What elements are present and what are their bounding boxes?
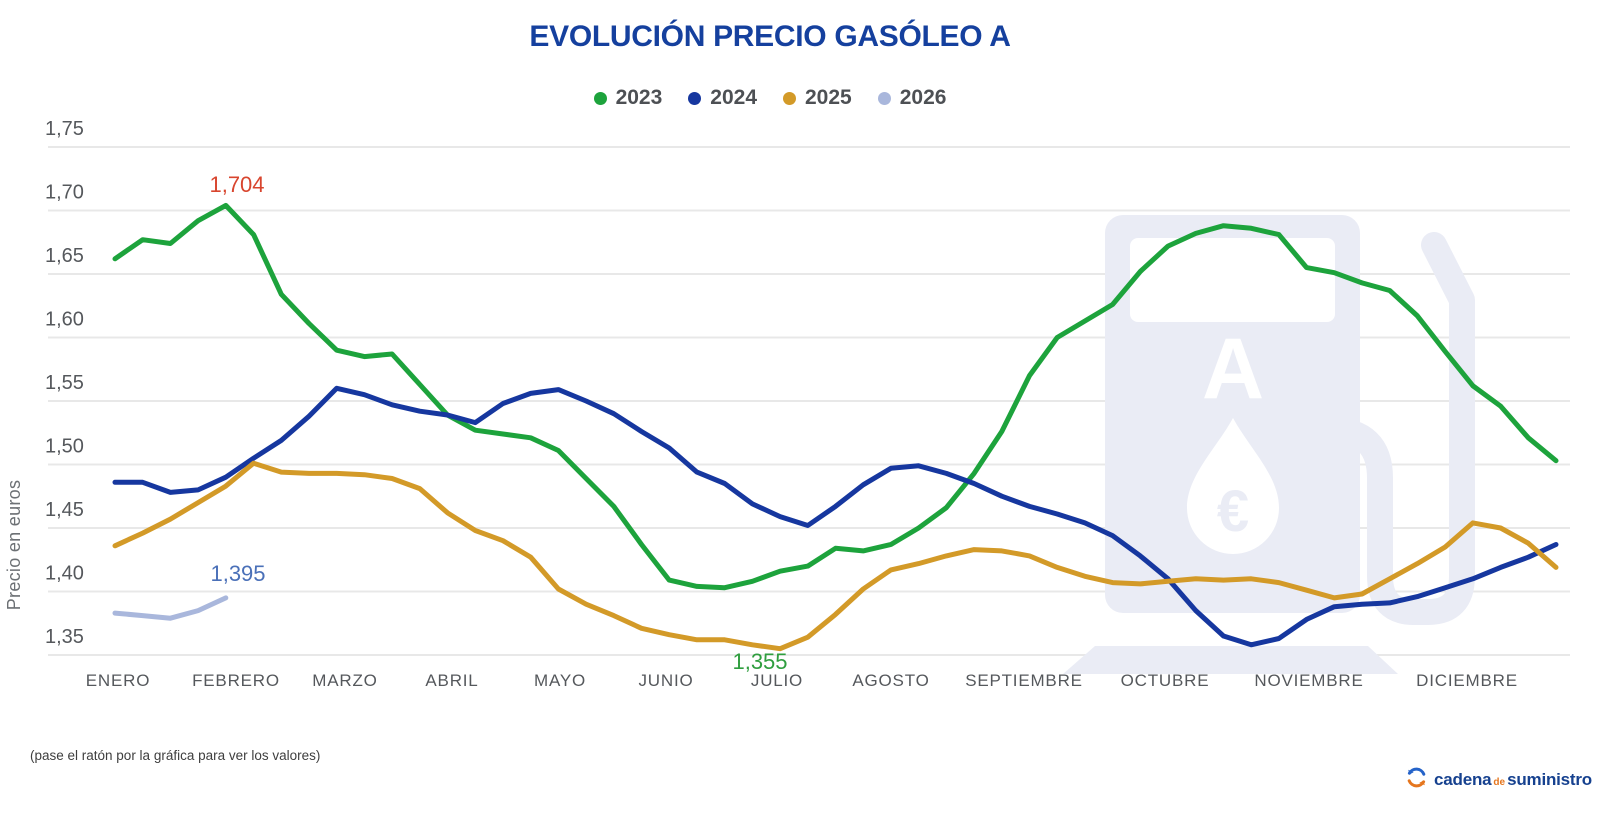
x-month-label: ABRIL xyxy=(425,671,478,690)
chart-legend: 2023 2024 2025 2026 xyxy=(0,86,1540,110)
logo-cadena-de-suministro: cadena de suministro xyxy=(1406,764,1592,790)
pump-screen xyxy=(1130,238,1335,322)
hover-hint-note: (pase el ratón por la gráfica para ver l… xyxy=(30,748,321,763)
legend-dot-icon xyxy=(783,91,796,105)
legend-item-2024: 2024 xyxy=(688,86,757,110)
y-axis-title: Precio en euros xyxy=(4,480,24,611)
y-tick-label: 1,50 xyxy=(45,436,84,458)
pump-letter-a: A xyxy=(1202,321,1264,417)
annotation-label: 1,355 xyxy=(732,649,787,674)
axis-labels: 1,75 1,70 1,65 1,60 1,55 1,50 1,45 1,40 1,35 ENER… xyxy=(45,118,1518,690)
x-month-label: DICIEMBRE xyxy=(1416,671,1518,690)
x-month-label: JULIO xyxy=(751,671,803,690)
y-tick-label: 1,60 xyxy=(45,309,84,331)
annotation-label: 1,704 xyxy=(209,172,264,197)
series-lines xyxy=(112,202,1559,652)
y-tick-label: 1,65 xyxy=(45,245,84,267)
legend-label: 2026 xyxy=(899,86,947,109)
x-month-label: MARZO xyxy=(312,671,377,690)
legend-label: 2025 xyxy=(805,86,852,109)
legend-item-2025: 2025 xyxy=(783,86,852,110)
series-line-2025 xyxy=(112,460,1559,652)
legend-item-2023: 2023 xyxy=(593,86,663,110)
x-month-label: AGOSTO xyxy=(852,671,929,690)
legend-dot-icon xyxy=(877,91,891,105)
series-line-2023 xyxy=(112,202,1559,591)
x-month-label: FEBRERO xyxy=(192,671,280,690)
chart-title: EVOLUCIÓN PRECIO GASÓLEO A xyxy=(529,20,1011,53)
x-month-label: NOVIEMBRE xyxy=(1254,671,1363,690)
pump-euro-symbol: € xyxy=(1217,479,1249,544)
series-line-2026 xyxy=(112,595,229,621)
y-tick-label: 1,35 xyxy=(45,626,84,648)
x-month-label: ENERO xyxy=(86,671,150,690)
pump-droplet xyxy=(1187,418,1279,554)
y-tick-label: 1,45 xyxy=(45,499,84,521)
x-month-label: JUNIO xyxy=(639,671,694,690)
logo-word-de: de xyxy=(1493,777,1506,788)
series-line-2024 xyxy=(112,385,1559,648)
circular-arrows-icon xyxy=(1407,767,1426,788)
legend-dot-icon xyxy=(688,91,702,105)
y-tick-label: 1,55 xyxy=(45,372,84,394)
x-month-label: SEPTIEMBRE xyxy=(965,671,1083,690)
y-tick-label: 1,70 xyxy=(45,182,84,204)
logo-word-suministro: suministro xyxy=(1507,770,1592,789)
fuel-pump-watermark: A € xyxy=(1063,215,1475,674)
y-tick-label: 1,40 xyxy=(45,563,84,585)
x-month-label: MAYO xyxy=(534,671,586,690)
legend-label: 2023 xyxy=(615,86,663,109)
y-tick-label: 1,75 xyxy=(45,118,84,140)
legend-item-2026: 2026 xyxy=(877,86,947,110)
x-month-label: OCTUBRE xyxy=(1121,671,1210,690)
legend-dot-icon xyxy=(593,91,607,105)
value-annotations: 1,704 1,395 1,355 xyxy=(209,172,787,674)
logo-word-cadena: cadena xyxy=(1434,770,1492,789)
annotation-label: 1,395 xyxy=(210,561,265,586)
legend-label: 2024 xyxy=(710,86,757,109)
pump-base xyxy=(1063,646,1398,674)
